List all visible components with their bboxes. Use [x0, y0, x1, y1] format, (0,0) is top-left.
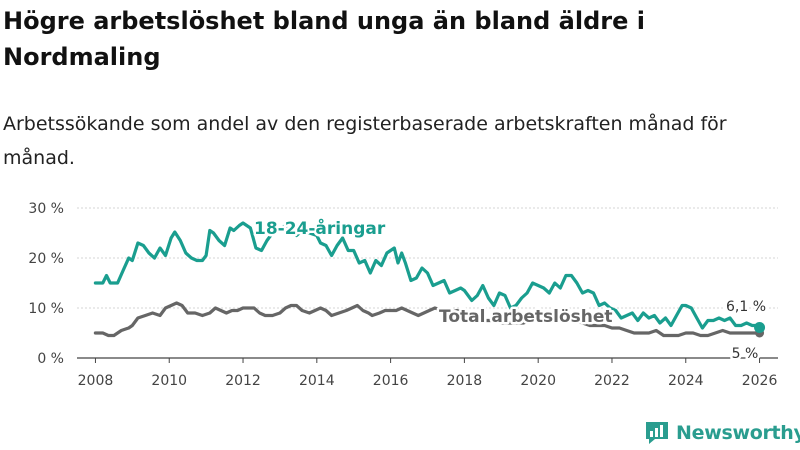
x-tick-label: 2018 [447, 373, 483, 389]
x-tick-label: 2022 [594, 373, 630, 389]
x-tick-label: 2014 [299, 373, 335, 389]
series-label-total: Total arbetslöshet [439, 307, 613, 327]
series-line-youth [93, 221, 762, 330]
x-tick-label: 2026 [742, 373, 778, 389]
x-tick-label: 2010 [151, 373, 187, 389]
x-tick-label: 2016 [373, 373, 409, 389]
x-tick-label: 2024 [668, 373, 704, 389]
x-tick-label: 2020 [520, 373, 556, 389]
x-tick-label: 2012 [225, 373, 261, 389]
youth-end-marker [754, 322, 766, 333]
chart-subtitle: Arbetssökande som andel av den registerb… [3, 113, 727, 169]
youth-end-value-label: 6,1 % [726, 299, 766, 315]
y-tick-label: 0 % [37, 351, 64, 367]
chart-title: Högre arbetslöshet bland unga än bland ä… [3, 7, 645, 71]
total-end-value-label: 5 % [732, 346, 759, 362]
newsworthy-logo[interactable]: Newsworthy [644, 419, 800, 447]
series-line-total [93, 301, 762, 338]
brand-name: Newsworthy [676, 422, 800, 444]
series-label-youth: 18-24-åringar [254, 217, 386, 239]
y-tick-label: 30 % [28, 201, 64, 217]
y-tick-label: 10 % [28, 301, 64, 317]
x-tick-label: 2008 [78, 373, 114, 389]
y-tick-label: 20 % [28, 251, 64, 267]
bar-chart-speech-icon [646, 422, 668, 444]
